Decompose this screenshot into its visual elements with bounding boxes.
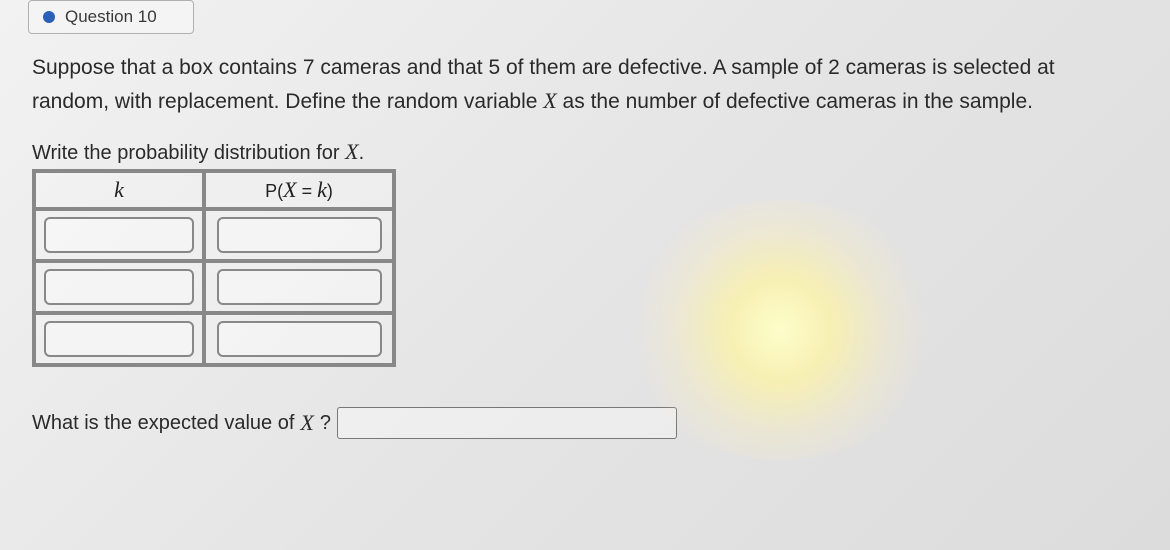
header-p-suffix: ): [327, 181, 333, 201]
page-container: Question 10 Suppose that a box contains …: [0, 0, 1170, 550]
header-p-mid: =: [297, 181, 318, 201]
table-header-row: k P(X = k): [34, 171, 394, 209]
cell-p-1: [204, 261, 394, 313]
problem-statement: Suppose that a box contains 7 cameras an…: [32, 52, 1112, 117]
variable-x-3: X: [300, 410, 313, 436]
question-tab[interactable]: Question 10: [28, 0, 194, 34]
input-k-2[interactable]: [44, 321, 194, 357]
expected-prefix: What is the expected value of: [32, 412, 294, 435]
input-k-0[interactable]: [44, 217, 194, 253]
cell-k-0: [34, 209, 204, 261]
instruction-prefix: Write the probability distribution for: [32, 142, 345, 164]
variable-x-1: X: [543, 88, 556, 113]
problem-text-2: as the number of defective cameras in th…: [557, 90, 1033, 113]
cell-p-2: [204, 313, 394, 365]
input-p-2[interactable]: [217, 321, 382, 357]
distribution-table: k P(X = k): [32, 169, 396, 367]
header-p-prefix: P(: [265, 181, 283, 201]
cell-p-0: [204, 209, 394, 261]
cell-k-2: [34, 313, 204, 365]
variable-x-2: X: [345, 139, 358, 164]
question-tab-label: Question 10: [65, 7, 157, 27]
input-k-1[interactable]: [44, 269, 194, 305]
content-area: Suppose that a box contains 7 cameras an…: [0, 34, 1170, 439]
header-p: P(X = k): [204, 171, 394, 209]
header-p-var: X: [283, 177, 296, 202]
status-dot-icon: [43, 11, 55, 23]
input-p-0[interactable]: [217, 217, 382, 253]
expected-suffix: ?: [320, 412, 331, 435]
cell-k-1: [34, 261, 204, 313]
header-p-after: k: [317, 177, 327, 202]
table-row: [34, 313, 394, 365]
expected-value-input[interactable]: [337, 407, 677, 439]
header-k: k: [34, 171, 204, 209]
table-row: [34, 209, 394, 261]
instruction-suffix: .: [359, 142, 365, 164]
table-row: [34, 261, 394, 313]
instruction-text: Write the probability distribution for X…: [32, 139, 1138, 165]
input-p-1[interactable]: [217, 269, 382, 305]
expected-value-row: What is the expected value of X?: [32, 407, 1138, 439]
header-k-label: k: [114, 177, 124, 202]
